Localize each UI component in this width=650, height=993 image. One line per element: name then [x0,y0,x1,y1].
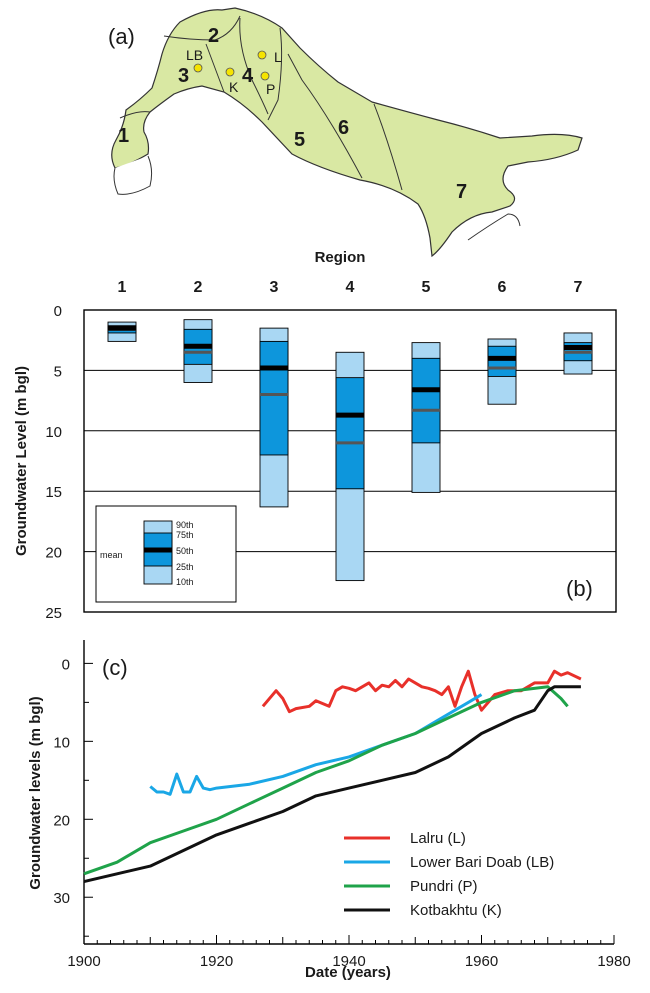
region-label-4: 4 [242,65,254,87]
box-chart-title: Region [315,249,366,266]
box-chart-y-tick-label: 15 [45,484,62,501]
box-chart-y-tick-label: 20 [45,545,62,562]
box-chart-y-tick-label: 0 [54,303,62,320]
box-inner-range [335,377,365,490]
site-marker-lb [193,63,203,73]
legend-label: Kotbakhtu (K) [410,902,502,919]
line-series [261,669,582,714]
box-plot [183,319,213,383]
box-chart-category-label: 1 [118,279,127,296]
line-chart-x-tick-label: 1940 [332,953,365,970]
box-plot [563,332,593,375]
site-marker-l [257,50,267,60]
panel-c-label: (c) [102,655,128,680]
region-boundaries [119,15,403,191]
line-chart-y-tick-label: 30 [53,890,70,907]
legend-label: Lalru (L) [410,830,466,847]
line-chart-x-tick-label: 1980 [597,953,630,970]
line-chart-y-tick-label: 20 [53,812,70,829]
line-chart-x-tick-label: 1900 [67,953,100,970]
line-chart-x-tick-label: 1960 [465,953,498,970]
box-chart-frame [83,309,617,613]
box-legend-p10-label: 10th [176,577,194,587]
eastern-coast-outline [467,213,521,241]
line-chart-series [83,669,582,884]
box-chart-category-label: 6 [498,279,507,296]
box-chart-category-label: 7 [574,279,583,296]
legend-label: Pundri (P) [410,878,478,895]
line-chart-panel: 1900 1920 1940 1960 1980 0 10 20 30 (c) Groundw… [27,640,631,981]
box-chart-category-label: 4 [346,279,355,296]
box-plot [107,321,137,342]
box-chart-y-tick-label: 5 [54,363,62,380]
region-number-labels: 1 2 3 4 5 6 7 [118,25,467,203]
box-chart-category-label: 2 [194,279,203,296]
line-chart-x-tick-label: 1920 [200,953,233,970]
panel-b-label: (b) [566,576,593,601]
site-label-l: L [274,49,282,65]
box-legend [143,520,173,585]
line-chart-axes [83,640,615,945]
line-series [83,685,569,876]
line-chart-y-tick-labels: 0 10 20 30 [53,656,70,907]
line-chart-y-axis-label: Groundwater levels (m bgl) [27,696,44,889]
region-label-7: 7 [456,181,467,203]
region-boundary [239,17,269,115]
region-boundary [373,103,403,191]
box-legend-mean-label: mean [100,550,123,560]
legend-label: Lower Bari Doab (LB) [410,854,554,871]
box-plot [259,327,289,508]
region-boundary [163,15,241,41]
box-plot [335,351,365,582]
region-label-5: 5 [294,129,305,151]
box-chart-y-tick-labels: 0 5 10 15 20 25 [45,303,62,622]
box-legend-p75-label: 75th [176,530,194,540]
region-boundary [267,27,283,121]
box-chart-y-tick-label: 10 [45,424,62,441]
line-series [149,693,483,796]
box-plot [411,342,441,493]
site-label-lb: LB [186,47,203,63]
line-chart-y-tick-label: 10 [53,734,70,751]
box-inner-range [259,340,289,456]
box-chart-y-tick-label: 25 [45,605,62,622]
site-marker-p [260,71,270,81]
box-plot [143,520,173,585]
region-label-3: 3 [178,65,189,87]
box-plot [487,338,517,405]
box-chart-y-axis-label: Groundwater Level (m bgl) [13,366,30,556]
region-label-6: 6 [338,117,349,139]
box-inner-range [411,357,441,444]
box-inner-range [487,345,517,377]
box-legend-p25-label: 25th [176,562,194,572]
region-boundary [287,53,363,179]
line-chart-x-axis-label: Date (years) [305,964,391,981]
region-label-1: 1 [118,125,129,147]
region-label-2: 2 [208,25,219,47]
line-chart-legend: Lalru (L) Lower Bari Doab (LB) Pundri (P) K… [344,830,554,919]
line-chart-y-tick-label: 0 [62,656,70,673]
site-marker-k [225,67,235,77]
box-chart-boxes [107,319,593,582]
box-chart-category-label: 3 [270,279,279,296]
box-chart-category-label: 5 [422,279,431,296]
site-label-k: K [229,79,239,95]
southern-coast-outline [113,155,153,195]
site-markers: LB K L P [186,47,282,97]
line-series [83,685,581,884]
box-legend-p50-label: 50th [176,546,194,556]
region-boundary [205,43,225,93]
region-boundary [119,111,151,119]
box-chart-panel: Region 1 2 3 4 5 6 7 0 5 10 15 20 25 Groundwater Le… [13,249,617,622]
map-panel: (a) 1 2 3 4 5 6 7 LB K L P [108,7,583,258]
box-legend-p90-label: 90th [176,520,194,530]
panel-a-label: (a) [108,24,135,49]
line-chart-x-tick-labels: 1900 1920 1940 1960 1980 [67,953,630,970]
site-label-p: P [266,81,275,97]
box-chart-category-labels: 1 2 3 4 5 6 7 [118,279,583,296]
